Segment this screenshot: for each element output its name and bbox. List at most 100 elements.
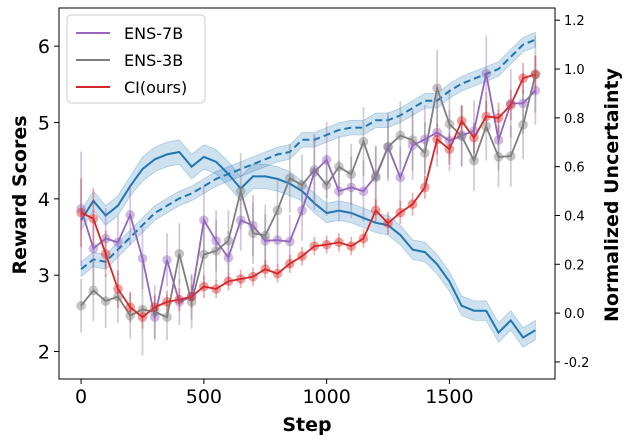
- ens7b-point: [297, 205, 307, 216]
- ci-point: [199, 281, 209, 292]
- ens3b-point: [395, 130, 406, 141]
- reward-series-lines: [80, 73, 537, 319]
- uncertainty-lines: [80, 38, 536, 339]
- ens7b-point: [358, 186, 369, 197]
- ens3b-point: [358, 136, 369, 147]
- x-tick-label: 1000: [302, 386, 350, 408]
- ci-point: [125, 302, 136, 313]
- ens3b-point: [530, 69, 541, 80]
- ens3b-point: [100, 296, 111, 306]
- x-axis-ticks: 0 500 1000 1500: [75, 379, 474, 408]
- ens3b-point: [469, 155, 479, 166]
- ens7b-point: [260, 236, 271, 246]
- left-y-tick-label: 6: [38, 36, 50, 58]
- right-y-axis-ticks: -0.2 0.0 0.2 0.4 0.6 0.8 1.0 1.2: [555, 14, 589, 371]
- ci-point: [493, 113, 504, 123]
- left-y-axis-title: Reward Scores: [9, 115, 31, 274]
- ci-point: [530, 69, 541, 80]
- ci-point: [174, 294, 185, 305]
- uncertainty-dashed-line: [80, 38, 536, 270]
- ens3b-point: [248, 228, 258, 238]
- ci-point: [260, 264, 271, 274]
- ens3b-point: [137, 304, 148, 315]
- ens7b-point: [137, 253, 148, 264]
- ens7b-point: [285, 236, 295, 247]
- ci-point: [481, 111, 492, 122]
- ci-point: [76, 207, 86, 218]
- ci-point: [248, 271, 258, 282]
- ens3b-point: [88, 285, 99, 296]
- right-y-tick-label: 0.8: [564, 112, 585, 127]
- ens3b-point: [272, 205, 283, 216]
- ens7b-point: [211, 236, 221, 246]
- ens3b-point: [481, 121, 492, 132]
- right-y-tick-label: 1.2: [564, 14, 585, 29]
- ens3b-point: [174, 249, 185, 259]
- ens3b-point: [346, 169, 356, 180]
- ens3b-line: [80, 74, 537, 319]
- left-y-tick-label: 3: [38, 265, 50, 287]
- ens3b-point: [407, 135, 418, 145]
- ci-point: [395, 207, 406, 218]
- ens7b-line: [80, 73, 537, 318]
- right-y-tick-label: 0.4: [564, 209, 585, 224]
- ci-point: [285, 258, 295, 269]
- ens3b-point: [211, 245, 221, 256]
- ens7b-point: [420, 134, 430, 145]
- ci-point: [297, 251, 307, 261]
- ens7b-point: [530, 85, 541, 96]
- ens7b-point: [518, 98, 528, 109]
- uncertainty-dashed-band: [80, 31, 536, 278]
- legend-label-ens7b: ENS-7B: [124, 24, 183, 43]
- x-tick-label: 1500: [425, 386, 473, 408]
- ens3b-point: [383, 142, 393, 152]
- ens3b-point: [506, 151, 516, 161]
- x-tick-label: 500: [186, 386, 222, 408]
- ci-point: [309, 241, 320, 251]
- ens7b-point: [272, 235, 283, 245]
- ens7b-point: [456, 130, 467, 141]
- ens3b-point: [444, 119, 455, 129]
- ens3b-point: [321, 180, 332, 190]
- left-y-axis-ticks: 2 3 4 5 6: [38, 36, 59, 364]
- ens3b-point: [113, 291, 123, 302]
- ci-point: [506, 100, 516, 110]
- ci-point: [235, 274, 246, 284]
- ens3b-point: [199, 249, 209, 260]
- ens7b-point: [506, 98, 516, 109]
- ens7b-point: [76, 203, 86, 214]
- right-y-tick-label: -0.2: [564, 356, 589, 371]
- ens7b-point: [223, 252, 234, 263]
- ci-point: [469, 132, 479, 143]
- ens3b-point: [162, 312, 172, 322]
- ens3b-point: [518, 119, 528, 130]
- ci-point: [432, 134, 442, 145]
- ci-point: [370, 205, 381, 216]
- ens7b-point: [432, 127, 442, 138]
- ens7b-point: [149, 312, 160, 322]
- ens3b-point: [285, 173, 295, 184]
- ci-point: [223, 276, 234, 287]
- right-y-tick-label: 0.6: [564, 161, 585, 176]
- ens3b-point: [186, 297, 197, 307]
- ens7b-point: [125, 210, 136, 220]
- ens3b-point: [297, 180, 307, 190]
- ens7b-point: [370, 171, 381, 181]
- ci-point: [358, 233, 369, 244]
- ens7b-point: [346, 182, 356, 193]
- ens7b-point: [481, 68, 492, 79]
- ens7b-point: [493, 135, 504, 145]
- ci-point: [113, 284, 123, 294]
- ci-line: [80, 73, 536, 319]
- ci-point: [383, 218, 393, 229]
- ens7b-point: [469, 126, 479, 136]
- ens7b-point: [407, 140, 418, 151]
- ci-point: [100, 249, 111, 259]
- ens7b-point: [395, 172, 406, 183]
- ens7b-point: [235, 215, 246, 226]
- right-y-tick-label: 0.0: [564, 307, 585, 322]
- ens7b-point: [174, 297, 185, 307]
- ci-point: [518, 73, 528, 84]
- ci-point: [321, 239, 332, 250]
